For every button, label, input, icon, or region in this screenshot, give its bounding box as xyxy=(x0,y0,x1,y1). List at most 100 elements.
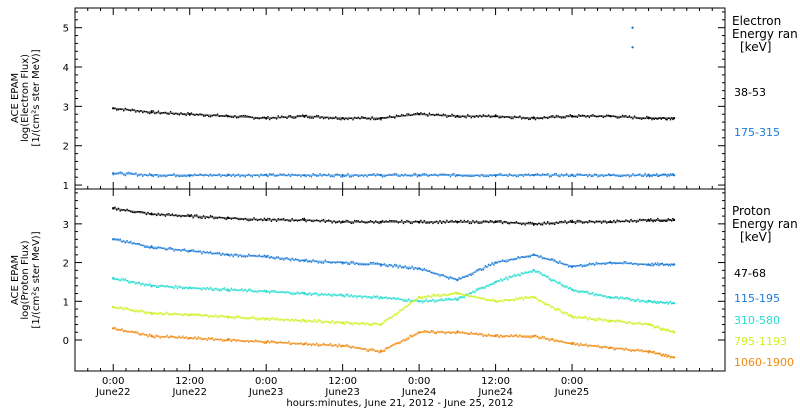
data-point xyxy=(606,174,608,177)
data-point xyxy=(475,296,478,299)
data-point xyxy=(305,342,307,344)
data-point xyxy=(249,317,252,319)
data-point xyxy=(454,332,457,335)
data-point xyxy=(460,219,462,222)
data-point xyxy=(178,313,180,316)
data-point xyxy=(232,338,234,341)
data-point xyxy=(121,328,123,330)
data-point xyxy=(270,256,273,258)
data-point xyxy=(449,115,452,117)
data-point xyxy=(230,340,233,343)
data-point xyxy=(666,263,668,265)
data-point xyxy=(420,331,422,334)
data-point xyxy=(517,336,519,338)
data-point xyxy=(623,321,625,323)
data-point xyxy=(609,296,612,299)
data-point xyxy=(347,173,349,175)
data-point xyxy=(286,117,288,119)
data-point xyxy=(600,294,603,296)
data-point xyxy=(338,118,340,120)
data-point xyxy=(269,218,271,220)
data-point xyxy=(331,295,333,297)
data-point xyxy=(164,175,167,178)
data-point xyxy=(284,291,286,294)
data-point xyxy=(157,212,160,215)
data-point xyxy=(441,222,443,224)
data-point xyxy=(206,114,208,116)
data-point xyxy=(649,264,651,266)
data-point xyxy=(143,173,146,176)
data-point xyxy=(185,313,187,315)
data-point xyxy=(288,173,290,175)
data-point xyxy=(536,298,538,300)
data-point xyxy=(197,336,200,338)
data-point xyxy=(625,297,627,299)
data-point xyxy=(338,322,340,324)
data-point xyxy=(196,113,198,115)
data-point xyxy=(140,309,142,311)
data-point xyxy=(664,117,666,119)
data-point xyxy=(515,297,518,299)
data-point xyxy=(341,261,344,264)
data-point xyxy=(652,351,654,353)
data-point xyxy=(251,176,253,178)
data-point xyxy=(298,293,300,295)
data-point xyxy=(123,240,125,242)
data-point xyxy=(479,222,481,225)
data-point xyxy=(489,283,492,286)
data-point xyxy=(661,220,664,222)
data-point xyxy=(519,297,521,299)
data-point xyxy=(500,173,502,175)
data-point xyxy=(362,348,365,350)
data-point xyxy=(580,263,582,266)
data-point xyxy=(510,117,512,120)
data-point xyxy=(430,330,432,332)
data-point xyxy=(190,287,193,290)
data-point xyxy=(291,293,293,296)
data-point xyxy=(154,312,156,314)
data-point xyxy=(385,175,387,177)
data-point xyxy=(661,117,664,119)
data-point xyxy=(505,261,507,263)
data-point xyxy=(295,318,297,320)
data-point xyxy=(421,301,424,304)
data-point xyxy=(616,219,618,221)
data-point xyxy=(567,342,570,344)
data-point xyxy=(366,222,368,224)
data-point xyxy=(489,174,492,176)
data-point xyxy=(194,214,196,216)
data-point xyxy=(402,267,405,269)
data-point xyxy=(534,223,537,225)
data-point xyxy=(302,344,304,346)
data-point xyxy=(427,270,429,272)
data-point xyxy=(347,263,349,265)
data-point xyxy=(262,116,264,119)
data-point xyxy=(613,319,615,322)
data-point xyxy=(277,174,279,177)
data-point xyxy=(347,344,349,346)
data-point xyxy=(251,219,253,221)
data-point xyxy=(481,333,483,335)
data-point xyxy=(541,335,544,338)
data-point xyxy=(140,284,142,286)
data-point xyxy=(168,213,170,215)
data-point xyxy=(223,316,226,318)
data-point xyxy=(662,220,665,222)
data-point xyxy=(439,275,441,277)
data-point xyxy=(182,315,184,317)
data-point xyxy=(646,175,648,178)
data-point xyxy=(547,338,549,340)
data-point xyxy=(628,221,631,223)
data-point xyxy=(406,267,408,270)
data-point xyxy=(587,264,589,266)
data-point xyxy=(345,219,347,222)
data-point xyxy=(613,219,615,222)
data-point xyxy=(642,175,644,177)
data-point xyxy=(305,220,307,223)
data-point xyxy=(409,175,412,177)
data-point xyxy=(188,174,191,177)
data-point xyxy=(592,114,594,116)
data-point xyxy=(427,115,429,117)
data-point xyxy=(293,320,295,322)
data-point xyxy=(149,283,151,285)
